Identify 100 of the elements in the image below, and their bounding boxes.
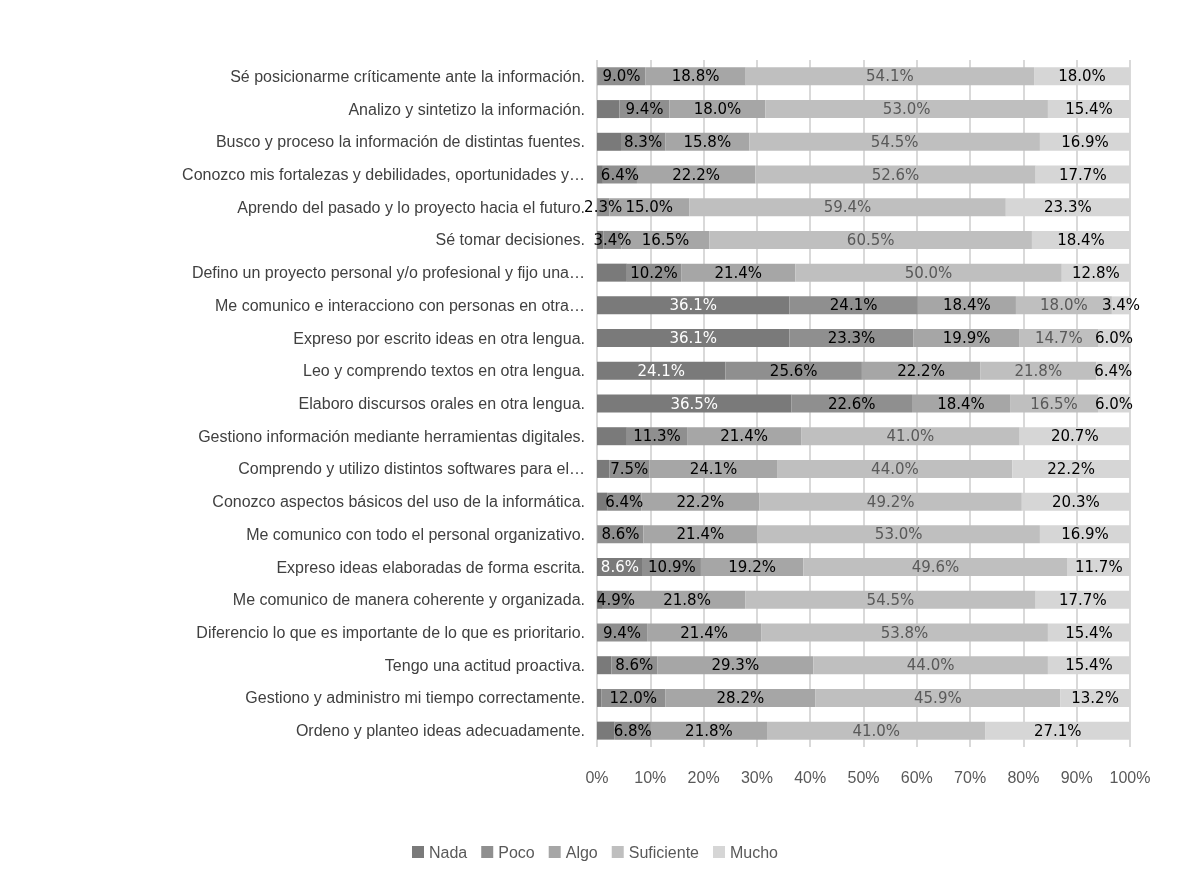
- x-tick-label: 90%: [1060, 768, 1093, 786]
- data-label: 6.8%: [613, 721, 652, 740]
- y-tick-label: Aprendo del pasado y lo proyecto hacia el futuro.: [237, 198, 585, 216]
- x-tick-label: 70%: [954, 768, 987, 786]
- data-label: 23.3%: [1044, 198, 1092, 217]
- data-label: 9.4%: [625, 100, 664, 119]
- data-label: 21.8%: [663, 590, 711, 609]
- data-label: 54.5%: [866, 590, 915, 609]
- data-label: 25.6%: [769, 361, 818, 380]
- bar: [597, 459, 610, 478]
- y-tick-label: Leo y comprendo textos en otra lengua.: [303, 362, 585, 380]
- data-label: 19.9%: [942, 329, 991, 348]
- x-tick-label: 80%: [1007, 768, 1040, 786]
- data-label: 15.4%: [1065, 656, 1113, 675]
- data-label: 8.3%: [624, 132, 663, 151]
- bar: [749, 132, 1040, 151]
- data-label: 12.0%: [609, 688, 658, 707]
- legend-label: Mucho: [729, 843, 779, 861]
- data-label: 21.4%: [720, 427, 768, 446]
- data-label: 28.2%: [716, 688, 765, 707]
- data-label: 13.2%: [1071, 688, 1119, 707]
- data-label: 53.0%: [882, 100, 931, 119]
- bar: [745, 590, 1036, 609]
- bar: [689, 198, 1006, 217]
- data-label: 21.8%: [1014, 361, 1063, 380]
- y-tick-label: Elaboro discursos orales en otra lengua.: [298, 395, 585, 412]
- data-label: 54.1%: [866, 67, 914, 86]
- y-tick-label: Analizo y sintetizo la información.: [348, 100, 585, 118]
- y-tick-label: Expreso por escrito ideas en otra lengua.: [293, 329, 585, 347]
- data-label: 59.4%: [823, 198, 872, 217]
- data-label: 8.6%: [615, 656, 654, 675]
- data-label: 27.1%: [1033, 721, 1082, 740]
- y-tick-label: Me comunico e interacciono con personas en otra…: [215, 296, 585, 314]
- y-tick-label: Sé posicionarme críticamente ante la información.: [230, 67, 585, 85]
- bar: [801, 427, 1020, 446]
- y-tick-label: Gestiono y administro mi tiempo correctamente.: [245, 689, 585, 707]
- data-label: 22.2%: [1047, 459, 1095, 478]
- data-label: 10.2%: [630, 263, 678, 282]
- bar: [759, 492, 1022, 511]
- data-label: 53.0%: [874, 525, 923, 544]
- data-label: 10.9%: [648, 558, 696, 577]
- x-tick-label: 30%: [740, 768, 773, 786]
- data-label: 29.3%: [711, 656, 760, 675]
- bar: [665, 688, 816, 707]
- data-label: 18.4%: [1057, 230, 1105, 249]
- bar: [597, 688, 602, 707]
- y-tick-label: Ordeno y planteo ideas adecuadamente.: [295, 722, 585, 740]
- bar: [813, 656, 1048, 675]
- data-label: 15.0%: [625, 198, 674, 217]
- data-label: 18.8%: [671, 67, 720, 86]
- data-label: 8.6%: [600, 558, 639, 577]
- data-label: 24.1%: [637, 361, 686, 380]
- bar: [657, 656, 814, 675]
- data-label: 36.1%: [669, 329, 718, 348]
- data-label: 8.6%: [601, 525, 640, 544]
- data-label: 36.5%: [670, 394, 719, 413]
- data-label: 16.5%: [641, 230, 690, 249]
- bar: [597, 492, 608, 511]
- bar: [597, 132, 621, 151]
- data-label: 60.5%: [846, 230, 895, 249]
- data-label: 53.8%: [880, 623, 929, 642]
- y-tick-label: Tengo una actitud proactiva.: [384, 656, 585, 674]
- data-label: 45.9%: [914, 688, 962, 707]
- bar: [709, 230, 1032, 249]
- bar: [597, 656, 612, 675]
- y-tick-label: Expreso ideas elaboradas de forma escrita.: [276, 558, 585, 576]
- x-tick-label: 100%: [1109, 768, 1151, 786]
- data-label: 17.7%: [1059, 165, 1107, 184]
- y-tick-label: Conozco aspectos básicos del uso de la informática.: [212, 493, 585, 511]
- x-tick-label: 0%: [585, 768, 609, 786]
- data-label: 49.6%: [911, 558, 960, 577]
- bar: [597, 329, 790, 348]
- bar: [597, 721, 615, 740]
- data-label: 6.0%: [1094, 329, 1134, 348]
- data-label: 36.1%: [669, 296, 718, 315]
- y-tick-label: Diferencio lo que es importante de lo que es prioritario.: [196, 624, 585, 641]
- y-tick-label: Me comunico de manera coherente y organizada.: [232, 591, 585, 609]
- data-label: 15.4%: [1065, 623, 1113, 642]
- data-label: 24.1%: [829, 296, 878, 315]
- y-tick-label: Me comunico con todo el personal organizativo.: [246, 525, 585, 543]
- data-label: 18.0%: [1058, 67, 1106, 86]
- data-label: 11.3%: [633, 427, 681, 446]
- y-tick-label: Busco y proceso la información de distintas fuentes.: [215, 133, 585, 151]
- data-label: 54.5%: [870, 132, 919, 151]
- x-tick-label: 20%: [687, 768, 720, 786]
- data-label: 7.5%: [610, 459, 649, 478]
- bar: [795, 263, 1062, 282]
- y-tick-label: Conozco mis fortalezas y debilidades, oportunidades y…: [182, 166, 585, 183]
- data-label: 22.6%: [827, 394, 876, 413]
- data-label: 16.9%: [1061, 132, 1109, 151]
- data-label: 15.4%: [1065, 100, 1113, 119]
- legend-label: Suficiente: [628, 843, 700, 861]
- data-label: 21.4%: [680, 623, 728, 642]
- x-tick-label: 50%: [847, 768, 880, 786]
- data-label: 41.0%: [852, 721, 901, 740]
- data-label: 20.7%: [1051, 427, 1099, 446]
- bar: [597, 263, 627, 282]
- data-label: 49.2%: [866, 492, 915, 511]
- data-label: 9.4%: [603, 623, 642, 642]
- legend-label: Nada: [428, 843, 468, 861]
